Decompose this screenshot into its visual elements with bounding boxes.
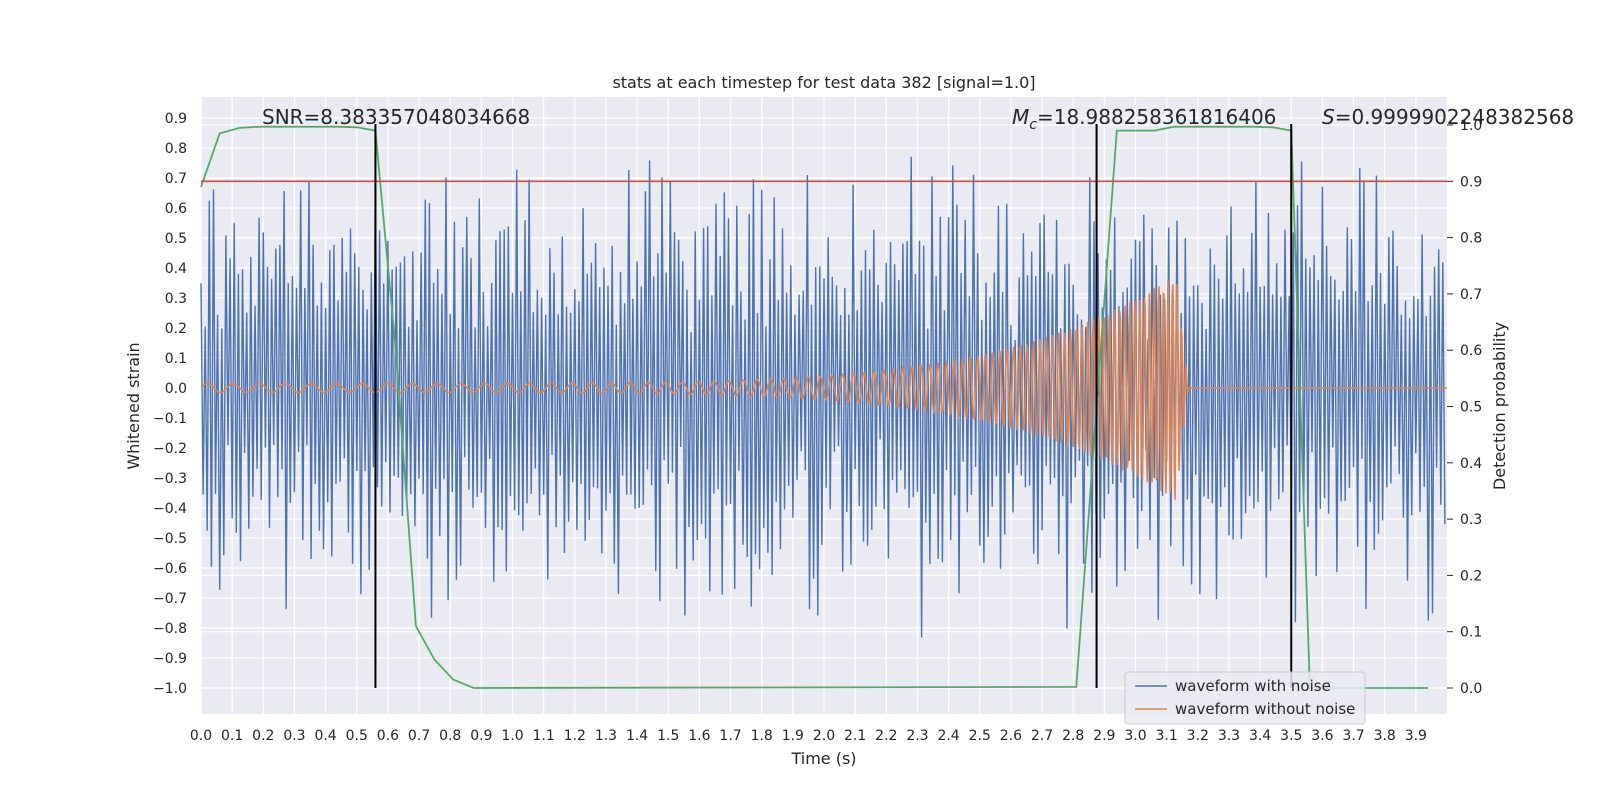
x-tick-label: 2.8: [1062, 728, 1084, 744]
y-tick-label: −0.3: [153, 471, 187, 487]
legend-label-with-noise: waveform with noise: [1175, 677, 1331, 695]
chirp-mass-symbol: M: [1012, 105, 1029, 129]
score-value: =0.9999902248382568: [1335, 105, 1574, 129]
x-axis-label: Time (s): [790, 749, 856, 768]
x-tick-label: 3.7: [1342, 728, 1364, 744]
x-tick-label: 1.0: [501, 728, 523, 744]
y2-tick-label: 0.2: [1460, 568, 1482, 584]
y-tick-label: 0.7: [165, 171, 187, 187]
score-symbol: S: [1322, 105, 1335, 129]
y2-tick-label: 0.5: [1460, 400, 1482, 416]
y-axis-label: Whitened strain: [124, 342, 143, 469]
x-tick-label: 3.0: [1124, 728, 1146, 744]
y-tick-label: 0.2: [165, 321, 187, 337]
x-tick-label: 2.2: [875, 728, 897, 744]
x-tick-label: 3.8: [1374, 728, 1396, 744]
waveform-without-noise-line: [200, 279, 1447, 500]
x-tick-label: 1.2: [564, 728, 586, 744]
x-tick-label: 3.2: [1187, 728, 1209, 744]
x-tick-label: 0.6: [377, 728, 399, 744]
x-tick-label: 0.1: [221, 728, 243, 744]
y-tick-label: 0.8: [165, 141, 187, 157]
marker-lines: [374, 124, 1293, 688]
x-tick-label: 1.5: [657, 728, 679, 744]
y-tick-label: −0.9: [153, 651, 187, 667]
x-tick-label: 3.6: [1311, 728, 1333, 744]
x-tick-label: 1.8: [751, 728, 773, 744]
x-tick-label: 2.6: [1000, 728, 1022, 744]
y2-axis-label: Detection probability: [1490, 322, 1509, 490]
waveform-with-noise-line: [200, 156, 1446, 638]
chirp-mass-subscript: c: [1029, 117, 1037, 133]
x-tick-label: 1.6: [688, 728, 710, 744]
y2-tick-label: 0.8: [1460, 231, 1482, 247]
y2-tick-label: 0.3: [1460, 512, 1482, 528]
y-tick-label: 0.9: [165, 111, 187, 127]
x-tick-label: 1.1: [533, 728, 555, 744]
ticks: 0.0 0.1 0.2 0.3 0.4 0.5 0.6 0.7 0.8 0.9 1.0 1.1 1.2 1…: [153, 111, 1482, 744]
snr-annotation: SNR=8.383357048034668: [262, 105, 530, 129]
x-tick-label: 2.9: [1093, 728, 1115, 744]
x-tick-label: 1.9: [782, 728, 804, 744]
x-tick-label: 0.2: [252, 728, 274, 744]
x-tick-label: 1.4: [626, 728, 648, 744]
y-tick-label: −0.1: [153, 411, 187, 427]
y2-tick-label: 0.0: [1460, 681, 1482, 697]
y2-tick-label: 0.6: [1460, 343, 1482, 359]
chart-title: stats at each timestep for test data 382…: [612, 73, 1035, 92]
x-tick-label: 0.0: [190, 728, 212, 744]
y-tick-label: 0.3: [165, 291, 187, 307]
legend-box: [1124, 671, 1366, 725]
x-tick-label: 0.8: [439, 728, 461, 744]
x-tick-label: 0.9: [470, 728, 492, 744]
chirp-mass-annotation: Mc=18.988258361816406: [1012, 105, 1276, 133]
y2-tick-label: 0.1: [1460, 625, 1482, 641]
grid: [200, 97, 1447, 714]
y2-tick-label: 0.9: [1460, 174, 1482, 190]
x-tick-label: 3.3: [1218, 728, 1240, 744]
y-tick-label: −0.4: [153, 501, 187, 517]
y-tick-label: 0.1: [165, 351, 187, 367]
legend-label-without-noise: waveform without noise: [1175, 700, 1355, 718]
x-tick-label: 1.3: [595, 728, 617, 744]
x-tick-label: 0.5: [346, 728, 368, 744]
y2-tick-label: 0.4: [1460, 456, 1482, 472]
y-tick-label: −0.5: [153, 531, 187, 547]
x-tick-label: 3.1: [1156, 728, 1178, 744]
y-tick-label: 0.0: [165, 381, 187, 397]
legend: waveform with noise waveform without noi…: [1124, 671, 1366, 725]
x-tick-label: 0.4: [314, 728, 336, 744]
y-tick-label: −0.6: [153, 561, 187, 577]
y-tick-label: 0.5: [165, 231, 187, 247]
y-tick-label: −0.2: [153, 441, 187, 457]
x-tick-label: 2.3: [906, 728, 928, 744]
y2-tick-label: 1.0: [1460, 118, 1482, 134]
x-tick-label: 3.4: [1249, 728, 1271, 744]
x-tick-label: 2.4: [937, 728, 959, 744]
x-tick-label: 2.7: [1031, 728, 1053, 744]
x-tick-label: 2.0: [813, 728, 835, 744]
y-tick-label: −1.0: [153, 681, 187, 697]
series-waveform-without-noise: [200, 279, 1447, 500]
x-tick-label: 2.5: [969, 728, 991, 744]
x-tick-label: 2.1: [844, 728, 866, 744]
x-tick-label: 3.9: [1405, 728, 1427, 744]
y-tick-label: −0.7: [153, 591, 187, 607]
chirp-mass-value: =18.988258361816406: [1037, 105, 1276, 129]
y-tick-label: 0.6: [165, 201, 187, 217]
x-tick-label: 0.7: [408, 728, 430, 744]
y2-tick-label: 0.7: [1460, 287, 1482, 303]
y-tick-label: 0.4: [165, 261, 187, 277]
x-tick-label: 1.7: [719, 728, 741, 744]
x-tick-label: 0.3: [283, 728, 305, 744]
series-waveform-with-noise: [200, 156, 1446, 638]
x-tick-label: 3.5: [1280, 728, 1302, 744]
y-tick-label: −0.8: [153, 621, 187, 637]
score-annotation: S=0.9999902248382568: [1322, 105, 1574, 129]
